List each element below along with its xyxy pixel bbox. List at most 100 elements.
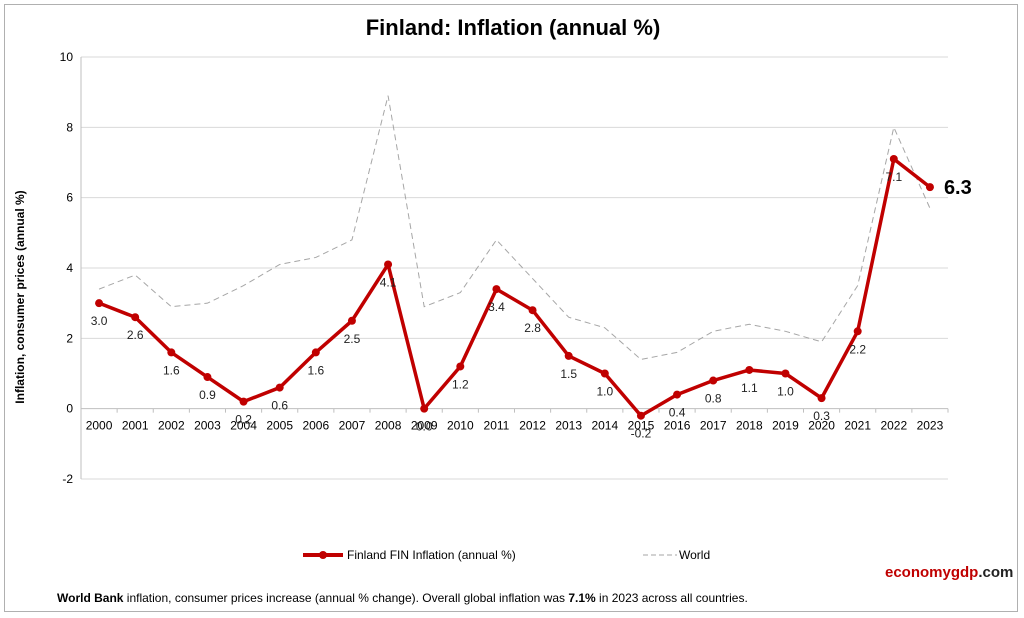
finland-point-2012 — [528, 306, 537, 315]
x-tick-2006: 2006 — [302, 419, 329, 433]
series-finland — [95, 154, 934, 420]
x-tick-2004: 2004 — [230, 419, 257, 433]
finland-point-2017 — [709, 376, 718, 385]
x-tick-2021: 2021 — [844, 419, 871, 433]
data-label-2018: 1.1 — [741, 381, 758, 395]
data-label-2012: 2.8 — [524, 321, 541, 335]
x-tick-2001: 2001 — [122, 419, 149, 433]
x-tick-2014: 2014 — [591, 419, 618, 433]
finland-point-2002 — [167, 348, 176, 357]
finland-point-2003 — [203, 373, 212, 382]
data-label-2000: 3.0 — [91, 314, 108, 328]
y-axis-label: Inflation, consumer prices (annual %) — [13, 190, 27, 403]
data-label-2001: 2.6 — [127, 328, 144, 342]
data-label-2007: 2.5 — [344, 332, 361, 346]
y-tick-2: 2 — [66, 331, 73, 345]
finland-point-2020 — [817, 394, 826, 403]
y-tick--2: -2 — [62, 472, 73, 486]
data-label-2009: 0.0 — [416, 420, 433, 434]
legend-finland-label: Finland FIN Inflation (annual %) — [347, 548, 516, 562]
x-tick-2003: 2003 — [194, 419, 221, 433]
data-label-2015: -0.2 — [631, 427, 652, 441]
finland-point-2004 — [239, 397, 248, 406]
y-tick-4: 4 — [66, 261, 73, 275]
finland-point-2018 — [745, 365, 754, 374]
x-tick-2016: 2016 — [664, 419, 691, 433]
data-label-2023: 6.3 — [944, 177, 972, 199]
data-label-2013: 1.5 — [560, 367, 577, 381]
finland-point-2014 — [600, 369, 609, 378]
x-tick-2011: 2011 — [484, 419, 510, 433]
data-label-2019: 1.0 — [777, 385, 794, 399]
data-label-2003: 0.9 — [199, 388, 216, 402]
y-tick-8: 8 — [66, 120, 73, 134]
footer-source: World Bank — [57, 591, 124, 605]
finland-point-2016 — [673, 390, 682, 399]
legend-world-label: World — [679, 548, 710, 562]
finland-point-2011 — [492, 285, 501, 294]
legend: Finland FIN Inflation (annual %) World — [303, 548, 710, 562]
footer-text-2: in 2023 across all countries. — [595, 591, 748, 605]
footer-text-1: inflation, consumer prices increase (ann… — [123, 591, 569, 605]
x-tick-2007: 2007 — [339, 419, 366, 433]
finland-point-2007 — [347, 316, 356, 325]
x-tick-2002: 2002 — [158, 419, 185, 433]
x-tick-2017: 2017 — [700, 419, 727, 433]
y-tick-10: 10 — [60, 50, 74, 64]
series-world — [98, 95, 931, 360]
x-tick-2023: 2023 — [917, 419, 944, 433]
x-tick-2012: 2012 — [519, 419, 546, 433]
finland-line — [98, 157, 932, 418]
finland-point-2013 — [564, 351, 573, 360]
finland-point-2006 — [311, 348, 320, 357]
y-tick-6: 6 — [66, 191, 73, 205]
data-label-2002: 1.6 — [163, 363, 180, 377]
finland-point-2008 — [384, 260, 393, 269]
y-tick-labels: -2 0 2 4 6 8 10 — [60, 50, 74, 486]
brand-domain: .com — [978, 564, 1014, 581]
chart-title: Finland: Inflation (annual %) — [366, 15, 661, 40]
x-tick-2020: 2020 — [808, 419, 835, 433]
data-label-2017: 0.8 — [705, 392, 722, 406]
grid-lines — [80, 56, 949, 480]
finland-point-2001 — [131, 313, 140, 322]
data-label-2008: 4.1 — [380, 275, 397, 289]
world-line — [98, 95, 931, 360]
x-tick-2008: 2008 — [375, 419, 402, 433]
data-label-2020: 0.3 — [813, 409, 830, 423]
x-tick-2010: 2010 — [447, 419, 474, 433]
data-label-2016: 0.4 — [669, 406, 686, 420]
finland-point-2021 — [853, 327, 862, 336]
finland-point-2015 — [636, 411, 645, 420]
brand-logo: economygdp.com — [885, 564, 1013, 581]
x-tick-2015: 2015 — [628, 419, 655, 433]
data-label-2004: 0.2 — [235, 413, 252, 427]
footer-note: World Bank inflation, consumer prices in… — [57, 591, 748, 605]
data-label-2006: 1.6 — [307, 363, 324, 377]
x-tick-2009: 2009 — [411, 419, 438, 433]
x-tick-2000: 2000 — [86, 419, 113, 433]
data-label-2021: 2.2 — [849, 342, 866, 356]
data-label-2011: 3.4 — [488, 300, 505, 314]
finland-point-2005 — [275, 383, 284, 392]
x-tick-2019: 2019 — [772, 419, 799, 433]
finland-point-2009 — [420, 404, 429, 413]
y-tick-0: 0 — [66, 402, 73, 416]
finland-point-2000 — [95, 299, 104, 308]
footer-highlight: 7.1% — [568, 591, 596, 605]
chart-frame: Finland: Inflation (annual %) -2 0 2 4 6 8 10 … — [4, 4, 1018, 612]
data-labels: 3.0 2.6 1.6 0.9 0.2 0.6 1.6 2.5 4.1 0.0 1.2 3.4 2.8 1… — [91, 170, 972, 441]
data-label-2005: 0.6 — [271, 399, 288, 413]
data-label-2014: 1.0 — [596, 385, 613, 399]
x-tick-2022: 2022 — [880, 419, 907, 433]
data-label-2022: 7.1 — [885, 170, 902, 184]
finland-point-2022 — [889, 154, 898, 163]
x-tick-2013: 2013 — [555, 419, 582, 433]
data-label-2010: 1.2 — [452, 377, 469, 391]
legend-finland-marker — [319, 551, 327, 559]
x-tick-labels: 2000 2001 2002 2003 2004 2005 2006 2007 2008 2009… — [86, 419, 944, 433]
x-tick-2005: 2005 — [266, 419, 293, 433]
inflation-chart: Finland: Inflation (annual %) -20246810 … — [13, 15, 972, 562]
x-tick-2018: 2018 — [736, 419, 763, 433]
finland-point-2023 — [925, 183, 934, 192]
